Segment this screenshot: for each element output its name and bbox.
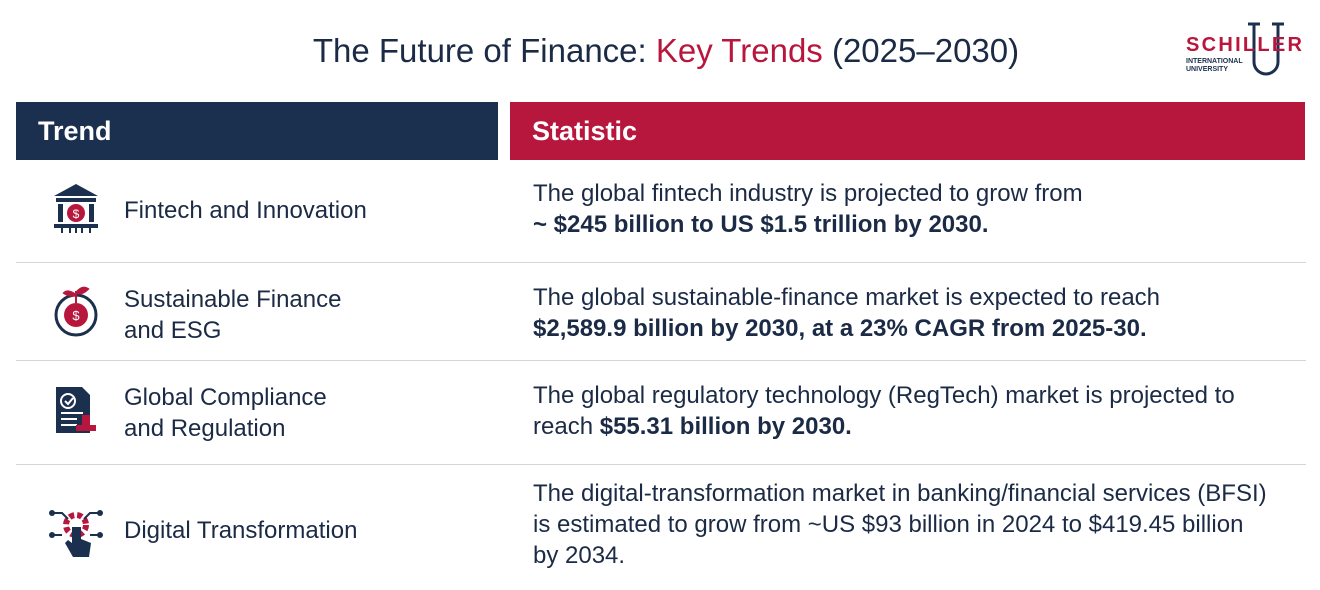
table-row: Global Compliance and Regulation The glob… xyxy=(16,361,1306,465)
svg-text:$: $ xyxy=(72,308,80,323)
statistic: The global fintech industry is projected… xyxy=(533,178,1268,240)
icon: $ xyxy=(54,184,98,233)
stat-text: The global fintech industry is projected… xyxy=(533,180,1083,207)
column-header: Statistic xyxy=(510,102,1305,160)
icon xyxy=(49,510,103,557)
trend-line: Digital Transformation xyxy=(124,517,358,544)
stat-bold: $55.31 billion by 2030. xyxy=(599,413,852,440)
svg-text:$: $ xyxy=(73,207,80,221)
trend-line: and Regulation xyxy=(124,415,286,442)
trend-line: Fintech and Innovation xyxy=(124,197,367,224)
trend: Fintech and Innovation xyxy=(124,195,367,226)
trend-line: Sustainable Finance xyxy=(124,286,342,313)
stat-text: The digital-transformation market in ban… xyxy=(533,480,1267,569)
statistic: The digital-transformation market in ban… xyxy=(533,478,1268,571)
table-row: $ Sustainable Finance and ESG The global … xyxy=(16,263,1306,361)
stat-text: The global sustainable-finance market is… xyxy=(533,284,1161,311)
trend: Digital Transformation xyxy=(124,515,357,546)
title-part: The Future of Finance: xyxy=(312,32,647,69)
statistic: The global regulatory technology (RegTec… xyxy=(533,380,1268,442)
title: The Future of Finance: Key Trends (2025–… xyxy=(0,32,1320,70)
stat-bold: ~ $245 billion to US $1.5 trillion by 20… xyxy=(533,211,989,238)
trend: Global Compliance and Regulation xyxy=(124,382,327,444)
icon xyxy=(56,387,96,433)
statistic: The global sustainable-finance market is… xyxy=(533,282,1268,344)
icon: $ xyxy=(54,286,98,337)
trend-line: Global Compliance xyxy=(124,384,327,411)
table-row: Digital Transformation The digital-trans… xyxy=(16,465,1306,590)
column-header: Trend xyxy=(16,102,498,160)
logo-name: SCHILLER xyxy=(1186,34,1303,56)
trend-line: and ESG xyxy=(124,317,222,344)
stat-text: The global regulatory technology (RegTec… xyxy=(533,382,1235,440)
logo-line: INTERNATIONAL xyxy=(1186,58,1243,65)
trend: Sustainable Finance and ESG xyxy=(124,284,341,346)
logo-line: UNIVERSITY xyxy=(1186,66,1228,73)
table-row: $ Fintech and Innovation The global fint… xyxy=(16,160,1306,263)
title-part: (2025–2030) xyxy=(831,32,1020,69)
logo: SCHILLER INTERNATIONAL UNIVERSITY xyxy=(1186,22,1303,76)
stat-bold: $2,589.9 billion by 2030, at a 23% CAGR … xyxy=(533,315,1147,342)
title-accent: Key Trends xyxy=(655,32,823,69)
